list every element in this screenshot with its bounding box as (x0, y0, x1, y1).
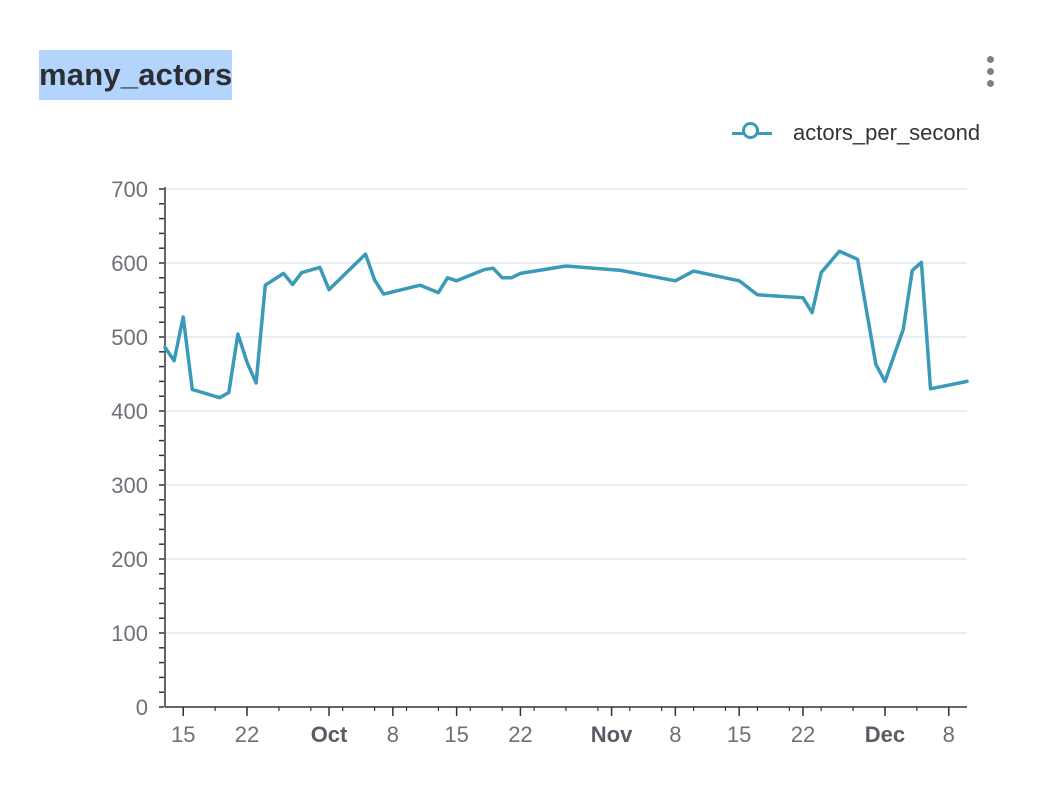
x-tick-label: 22 (791, 722, 815, 747)
x-tick-label: 15 (171, 722, 195, 747)
legend-label: actors_per_second (793, 120, 981, 145)
y-tick-label: 600 (111, 251, 148, 276)
chart-title: many_actors (39, 50, 233, 100)
menu-dot (987, 80, 994, 87)
x-tick-label: 15 (444, 722, 468, 747)
y-tick-label: 0 (136, 695, 148, 720)
series-line-actors-per-second (163, 249, 969, 400)
x-tick-label: 8 (669, 722, 681, 747)
x-tick-label: 22 (508, 722, 532, 747)
menu-dot (987, 56, 994, 63)
x-tick-label: Nov (591, 722, 633, 747)
legend-item-actors-per-second[interactable]: actors_per_second (732, 117, 980, 149)
menu-dot (987, 68, 994, 75)
x-tick-label: 22 (235, 722, 259, 747)
y-tick-label: 400 (111, 399, 148, 424)
x-tick-label: Dec (865, 722, 905, 747)
circle-marker-icon (742, 122, 759, 139)
x-tick-label: 8 (943, 722, 955, 747)
y-tick-label: 100 (111, 621, 148, 646)
x-tick-label: 8 (387, 722, 399, 747)
more-vertical-icon[interactable] (980, 54, 1002, 90)
y-tick-label: 700 (111, 177, 148, 202)
y-tick-label: 300 (111, 473, 148, 498)
x-tick-label: 15 (727, 722, 751, 747)
x-tick-label: Oct (311, 722, 348, 747)
y-tick-label: 500 (111, 325, 148, 350)
y-tick-label: 200 (111, 547, 148, 572)
